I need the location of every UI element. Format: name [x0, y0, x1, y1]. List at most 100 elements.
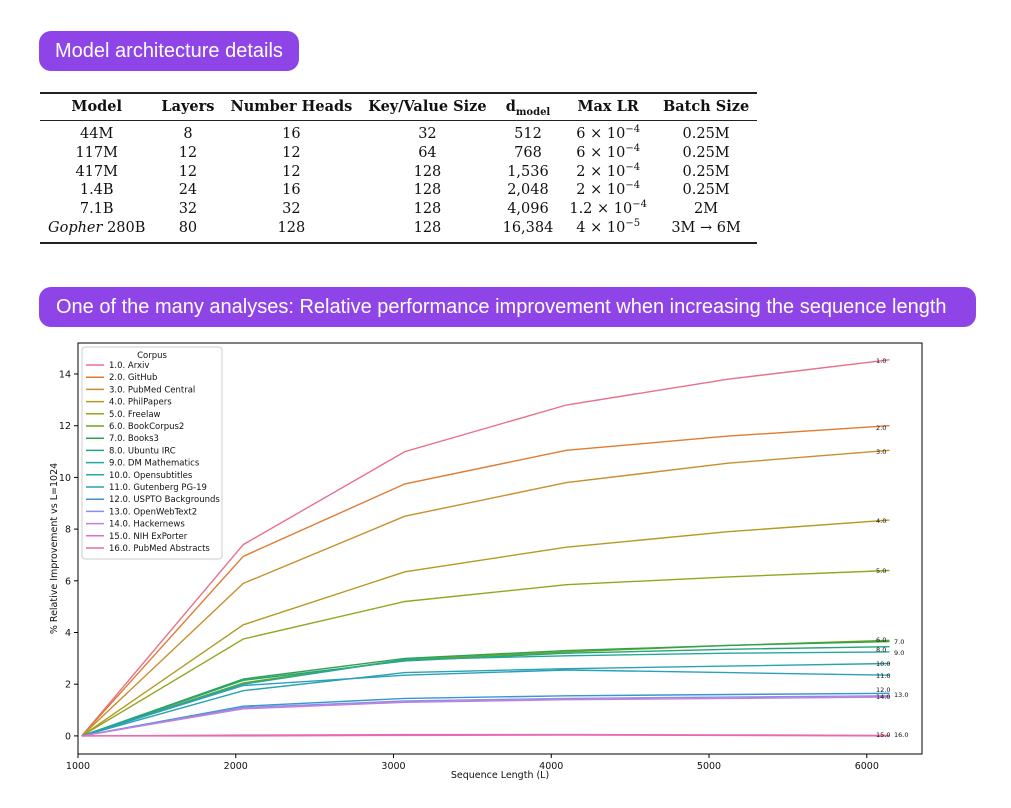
dmodel-value: 4,096	[507, 201, 549, 218]
y-tick-label: 2	[65, 680, 71, 691]
dmodel-value: 768	[514, 144, 542, 161]
model-size: 1.4B	[79, 182, 114, 199]
legend-entry: 11.0. Gutenberg PG-19	[109, 483, 207, 493]
cell-maxlr: 1.2 × 10−4	[561, 200, 655, 219]
batch-value: 0.25M	[682, 144, 730, 161]
dmodel-value: 512	[514, 126, 542, 142]
lr-base: 4 × 10	[576, 219, 626, 236]
cell-layers: 24	[153, 181, 222, 200]
dmodel-symbol: d	[505, 98, 516, 115]
lr-exponent: −4	[625, 142, 641, 154]
legend-entry: 9.0. DM Mathematics	[109, 459, 200, 469]
heads-value: 12	[282, 144, 301, 161]
legend-entry: 14.0. Hackernews	[109, 520, 185, 530]
legend-entry: 6.0. BookCorpus2	[109, 422, 184, 432]
kv-value: 128	[413, 163, 442, 180]
legend-entry: 2.0. GitHub	[109, 373, 157, 383]
series-line	[81, 569, 890, 737]
plot-frame	[77, 342, 923, 755]
lr-base: 1.2 × 10	[569, 201, 633, 218]
cell-dmodel: 512	[495, 121, 562, 144]
series-end-label: 4.0	[876, 517, 886, 525]
lr-exponent: −4	[625, 180, 641, 192]
y-tick-label: 0	[65, 731, 71, 742]
series-line	[81, 646, 890, 737]
model-size: 117M	[75, 144, 118, 161]
y-tick-label: 6	[65, 576, 71, 587]
legend-entry: 8.0. Ubuntu IRC	[109, 446, 176, 456]
legend-entry: 3.0. PubMed Central	[109, 385, 195, 395]
table-row: 1.4B 24 16 128 2,048 2 × 10−4 0.25M	[40, 181, 757, 200]
dmodel-value: 2,048	[507, 182, 549, 199]
lr-base: 6 × 10	[576, 126, 626, 142]
dmodel-value: 16,384	[502, 219, 554, 236]
heads-value: 16	[282, 182, 301, 199]
series-end-label: 6.0	[876, 636, 886, 644]
cell-maxlr: 2 × 10−4	[561, 162, 655, 182]
batch-value: 0.25M	[682, 126, 730, 142]
layers-value: 12	[178, 144, 198, 161]
layers-value: 12	[178, 163, 198, 180]
heads-value: 32	[282, 201, 301, 218]
series-line	[81, 651, 890, 737]
section-title-architecture: Model architecture details	[39, 31, 299, 71]
series-end-label: 10.0	[876, 660, 890, 668]
heads-value: 16	[282, 126, 301, 142]
series-line	[81, 359, 890, 737]
lr-exponent: −4	[632, 199, 647, 211]
batch-value: 0.25M	[682, 182, 730, 199]
series-end-label: 12.0	[876, 686, 890, 694]
series-line	[81, 519, 890, 737]
kv-value: 128	[413, 219, 442, 236]
col-header-layers: Layers	[153, 93, 223, 121]
series-line	[81, 640, 890, 737]
cell-batch: 0.25M	[655, 121, 757, 144]
series-end-label: 16.0	[894, 731, 908, 739]
legend-title: Corpus	[137, 351, 167, 361]
lr-exponent: −4	[625, 124, 641, 136]
legend-entry: 12.0. USPTO Backgrounds	[109, 495, 220, 505]
cell-layers: 80	[153, 219, 222, 243]
cell-layers: 12	[153, 163, 222, 182]
x-axis-label: Sequence Length (L)	[451, 770, 549, 781]
batch-value: 2M	[694, 201, 719, 218]
legend-entry: 7.0. Books3	[109, 434, 159, 444]
kv-value: 32	[418, 126, 437, 142]
series-line	[81, 662, 890, 737]
cell-model: 44M	[40, 121, 153, 144]
batch-value: 0.25M	[682, 163, 730, 180]
cell-model: 117M	[40, 144, 153, 163]
model-family-name: Gopher	[48, 219, 103, 236]
cell-maxlr: 2 × 10−4	[561, 181, 655, 200]
y-tick-label: 14	[59, 370, 71, 381]
col-header-kv: Key/Value Size	[360, 93, 495, 121]
table-row: 44M 8 16 32 512 6 × 10−4 0.25M	[40, 121, 757, 144]
cell-heads: 16	[222, 181, 360, 200]
series-end-label: 14.0	[876, 693, 890, 701]
legend-entry: 4.0. PhilPapers	[109, 398, 172, 408]
table-row: Gopher 280B 80 128 128 16,384 4 × 10−5 3M → 6M	[40, 219, 757, 243]
cell-heads: 12	[222, 163, 360, 182]
cell-heads: 128	[222, 219, 360, 243]
x-tick-label: 4000	[539, 761, 563, 772]
col-header-dmodel: dmodel	[494, 93, 562, 121]
cell-batch: 0.25M	[655, 163, 757, 182]
cell-kv: 128	[360, 219, 494, 243]
table-header-row: Model Layers Number Heads Key/Value Size…	[40, 93, 758, 121]
batch-value: 3M → 6M	[671, 219, 741, 236]
model-size: 280B	[107, 219, 146, 236]
cell-kv: 128	[360, 181, 494, 200]
y-axis-label: % Relative Improvement vs L=1024	[49, 463, 60, 634]
cell-dmodel: 2,048	[495, 181, 562, 200]
cell-batch: 0.25M	[655, 144, 757, 163]
series-end-label: 2.0	[876, 424, 886, 432]
series-line	[81, 692, 890, 737]
cell-kv: 64	[360, 144, 494, 163]
series-line	[81, 733, 890, 737]
layers-value: 24	[178, 182, 198, 199]
cell-maxlr: 6 × 10−4	[561, 142, 655, 163]
series-end-label: 5.0	[876, 567, 886, 575]
series-end-label: 3.0	[876, 448, 886, 456]
cell-model: 417M	[40, 163, 153, 182]
series-end-label: 7.0	[894, 638, 904, 646]
